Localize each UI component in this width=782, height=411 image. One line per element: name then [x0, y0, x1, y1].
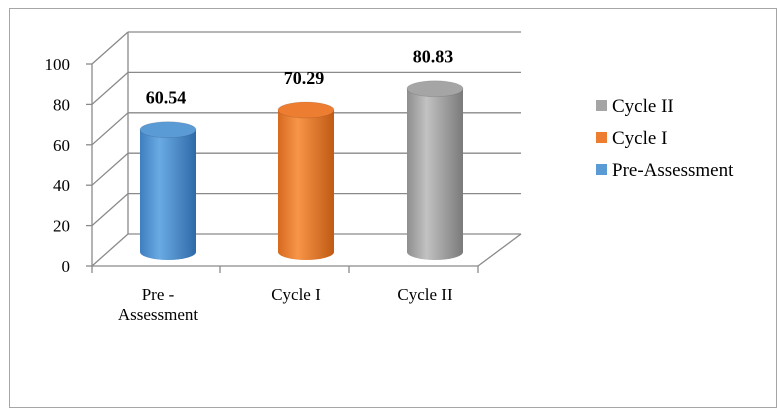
gridline-connector — [91, 233, 129, 267]
x-category-label: Pre -Assessment — [118, 285, 199, 324]
data-label: 60.54 — [146, 88, 187, 108]
y-tick-label: 60 — [53, 136, 70, 155]
legend-item-cycle-i: Cycle I — [596, 128, 667, 149]
data-label: 80.83 — [413, 47, 454, 67]
legend-label: Cycle II — [612, 96, 674, 117]
legend-swatch — [596, 132, 607, 143]
legend-swatch — [596, 100, 607, 111]
cylinder-body — [278, 110, 334, 261]
y-axis-ticks: 0 20 40 60 80 100 — [45, 55, 71, 276]
y-tick-label: 40 — [53, 176, 70, 195]
x-axis-categories: Pre -Assessment Cycle I Cycle II — [118, 285, 453, 324]
gridline-connector — [91, 71, 129, 105]
legend-label: Pre-Assessment — [612, 160, 734, 181]
legend: Cycle II Cycle I Pre-Assessment — [596, 96, 734, 181]
legend-swatch — [596, 164, 607, 175]
cylinder-top — [277, 101, 335, 119]
bars — [139, 80, 464, 261]
gridline-connector — [91, 112, 129, 146]
y-tick-label: 20 — [53, 217, 70, 236]
bar-cycle-i — [277, 101, 335, 261]
bar-cycle-ii — [406, 80, 464, 261]
bar-pre-assessment — [139, 121, 197, 260]
cylinder-body — [140, 129, 196, 260]
data-label: 70.29 — [284, 68, 325, 88]
legend-item-cycle-ii: Cycle II — [596, 96, 674, 117]
y-tick-label: 0 — [62, 257, 71, 276]
gridline-connector — [91, 31, 129, 65]
y-tick-label: 100 — [45, 55, 71, 74]
cylinder-top — [406, 80, 464, 98]
gridline-connector — [91, 152, 129, 186]
data-labels: 60.54 70.29 80.83 — [146, 47, 454, 108]
x-category-label: Cycle II — [397, 285, 453, 304]
chart-frame — [9, 8, 777, 408]
cylinder-top — [139, 121, 197, 139]
y-tick-label: 80 — [53, 95, 70, 114]
legend-label: Cycle I — [612, 128, 667, 149]
cylinder-body — [407, 88, 463, 261]
legend-item-pre-assessment: Pre-Assessment — [596, 160, 734, 181]
gridline-connector — [91, 193, 129, 227]
x-category-label: Cycle I — [271, 285, 321, 304]
floor-right-edge — [477, 233, 522, 267]
